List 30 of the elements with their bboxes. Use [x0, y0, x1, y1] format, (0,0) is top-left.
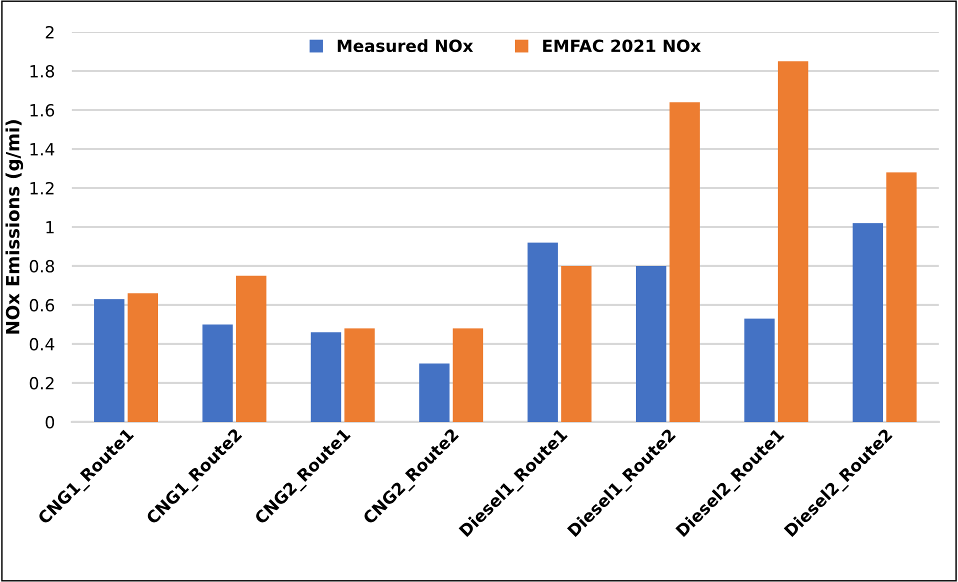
legend-label: EMFAC 2021 NOx	[543, 40, 701, 52]
bar	[636, 266, 666, 422]
bar	[310, 332, 342, 422]
bar	[778, 61, 808, 422]
y-tick-label: 1	[46, 221, 54, 234]
bar	[236, 276, 266, 422]
bar	[128, 293, 158, 422]
y-tick-label: 0.6	[30, 298, 54, 312]
bar	[419, 363, 450, 422]
bar	[344, 328, 375, 422]
y-tick-label: 1.8	[30, 64, 54, 78]
bar	[886, 172, 917, 422]
y-tick-label: 1.6	[30, 104, 54, 117]
y-tick-label: 2	[46, 26, 54, 38]
bar	[94, 299, 124, 422]
bar	[202, 324, 233, 422]
y-tick-label: 0	[46, 416, 54, 429]
y-tick-label: 0.2	[30, 376, 54, 390]
bar	[561, 266, 592, 422]
y-tick-label: 1.4	[30, 143, 54, 156]
bar	[528, 242, 558, 422]
y-axis-title: NOx Emissions (g/mi)	[6, 120, 24, 334]
y-tick-label: 1.2	[30, 182, 54, 194]
bar	[744, 318, 775, 422]
legend-label: Measured NOx	[338, 39, 474, 52]
bar	[670, 102, 700, 422]
y-tick-label: 0.4	[30, 338, 54, 351]
y-tick-label: 0.8	[30, 260, 54, 273]
bar	[452, 328, 484, 422]
bar	[852, 223, 884, 422]
